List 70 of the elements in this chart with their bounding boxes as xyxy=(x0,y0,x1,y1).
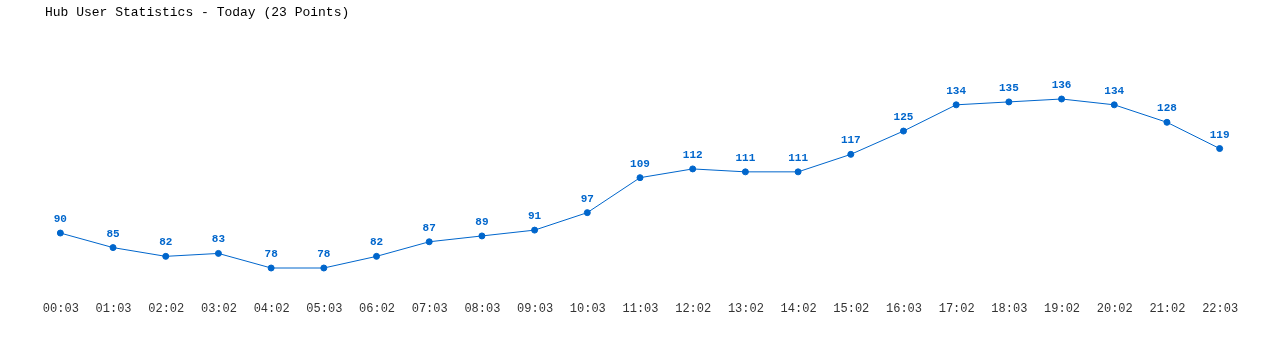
data-label: 91 xyxy=(528,210,542,223)
point xyxy=(1110,101,1118,109)
data-label: 97 xyxy=(580,192,594,205)
point xyxy=(56,229,64,237)
data-label: 87 xyxy=(422,221,436,234)
data-label: 83 xyxy=(211,233,226,246)
point xyxy=(478,232,486,240)
point xyxy=(847,150,855,158)
x-tick-label: 00:03 xyxy=(42,301,79,316)
point xyxy=(741,168,749,176)
x-tick-label: 20:02 xyxy=(1096,301,1133,316)
point xyxy=(1216,145,1224,153)
x-tick-label: 22:03 xyxy=(1202,301,1239,316)
point xyxy=(1058,95,1066,103)
x-tick-label: 18:03 xyxy=(991,301,1028,316)
data-label: 135 xyxy=(998,81,1020,94)
point xyxy=(1005,98,1013,106)
data-label: 128 xyxy=(1157,102,1178,115)
data-label: 134 xyxy=(1104,84,1125,97)
data-label: 111 xyxy=(735,151,756,164)
data-label: 117 xyxy=(840,134,861,147)
data-label: 78 xyxy=(264,248,279,260)
x-tick-label: 04:02 xyxy=(253,301,290,316)
data-label: 125 xyxy=(893,111,914,124)
x-tick-label: 06:02 xyxy=(359,301,396,316)
x-tick-label: 19:02 xyxy=(1044,301,1081,316)
x-tick-label: 15:02 xyxy=(833,301,870,316)
point xyxy=(373,252,381,260)
data-label: 85 xyxy=(106,227,121,240)
data-label: 82 xyxy=(369,236,384,249)
x-tick-label: 07:03 xyxy=(411,301,448,316)
x-tick-label: 11:03 xyxy=(622,301,659,316)
data-label: 89 xyxy=(475,215,489,228)
data-label: 119 xyxy=(1209,128,1230,141)
point xyxy=(531,226,539,234)
chart-title: Hub User Statistics - Today (23 Points) xyxy=(45,5,350,20)
data-label: 78 xyxy=(317,248,331,260)
x-tick-label: 12:02 xyxy=(675,301,712,316)
point xyxy=(583,209,591,217)
point xyxy=(320,264,328,272)
data-label: 134 xyxy=(946,84,967,97)
data-label: 112 xyxy=(682,148,703,161)
x-tick-label: 14:02 xyxy=(780,301,817,316)
x-tick-label: 09:03 xyxy=(517,301,554,316)
point xyxy=(689,165,697,173)
point xyxy=(636,174,644,182)
x-tick-label: 03:02 xyxy=(200,301,237,316)
point xyxy=(794,168,802,176)
x-tick-label: 13:02 xyxy=(727,301,764,316)
x-tick-label: 01:03 xyxy=(95,301,132,316)
point xyxy=(109,244,117,252)
data-label: 136 xyxy=(1051,79,1072,91)
x-tick-label: 02:02 xyxy=(148,301,185,316)
x-tick-label: 08:03 xyxy=(464,301,501,316)
x-tick-label: 21:02 xyxy=(1149,301,1186,316)
point xyxy=(899,127,907,135)
x-tick-label: 05:03 xyxy=(306,301,343,316)
x-tick-label: 16:03 xyxy=(885,301,922,316)
point xyxy=(162,252,170,260)
data-label: 90 xyxy=(53,213,67,226)
point xyxy=(425,238,433,246)
x-tick-label: 17:02 xyxy=(938,301,975,316)
point xyxy=(214,249,222,257)
x-tick-label: 10:03 xyxy=(569,301,606,316)
point xyxy=(952,101,960,109)
data-label: 109 xyxy=(630,157,650,170)
data-label: 111 xyxy=(788,151,809,164)
data-label: 82 xyxy=(159,236,173,249)
point xyxy=(267,264,275,272)
point xyxy=(1163,118,1171,126)
